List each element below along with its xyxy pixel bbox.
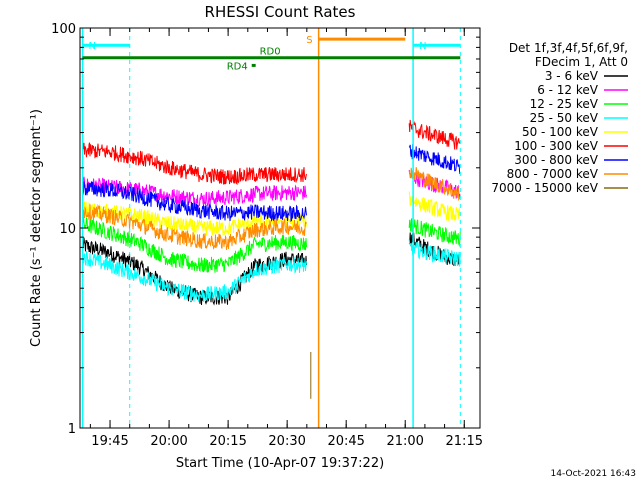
series-line-7-0 [82, 203, 307, 250]
series-line-7-1 [408, 167, 461, 202]
series-line-4-1 [408, 191, 461, 222]
series-line-2-0 [82, 216, 307, 274]
series-line-1-0 [82, 176, 307, 208]
y-tick-label-2: 100 [51, 22, 76, 37]
x-ticks: 19:45 20:00 20:15 20:30 20:45 21:00 21:15 [89, 28, 483, 449]
series-line-3-0 [82, 251, 307, 303]
legend-label-0: 3 - 6 keV [545, 69, 599, 83]
x-tick-label-0: 19:45 [91, 434, 128, 449]
legend-label-5: 100 - 300 keV [514, 139, 598, 153]
flag-label-0: N [88, 41, 95, 52]
timestamp: 14-Oct-2021 16:43 [551, 469, 636, 479]
legend-label-2: 12 - 25 keV [530, 97, 599, 111]
flag-label-3: RD0 [260, 47, 281, 58]
x-axis-label: Start Time (10-Apr-07 19:37:22) [176, 456, 384, 471]
series-line-6-1 [408, 144, 461, 174]
x-tick-label-3: 20:30 [268, 434, 305, 449]
chart-title: RHESSI Count Rates [205, 3, 356, 21]
x-tick-label-5: 21:00 [386, 434, 423, 449]
legend-label-4: 50 - 100 keV [522, 125, 599, 139]
series-line-4-0 [82, 201, 307, 237]
flag-label-1: N [419, 41, 426, 52]
series-layer [82, 119, 461, 399]
series-line-5-1 [408, 119, 461, 150]
x-tick-label-2: 20:15 [209, 434, 246, 449]
flag-label-2: S [306, 35, 312, 46]
x-tick-label-6: 21:15 [446, 434, 483, 449]
flag-label-4: RD4 [227, 61, 248, 72]
y-axis-label: Count Rate (s⁻¹ detector segment⁻¹) [29, 109, 44, 347]
legend-label-3: 25 - 50 keV [530, 111, 599, 125]
legend-label-6: 300 - 800 keV [514, 153, 598, 167]
series-line-1-1 [408, 169, 461, 200]
series-line-3-1 [408, 239, 461, 267]
legend-label-1: 6 - 12 keV [537, 83, 599, 97]
legend-label-8: 7000 - 15000 keV [491, 181, 598, 195]
y-ticks: 1 10 100 [51, 22, 480, 437]
legend-label-7: 800 - 7000 keV [507, 167, 599, 181]
x-tick-label-1: 20:00 [150, 434, 187, 449]
series-line-2-1 [408, 218, 461, 247]
legend-header-line-2: FDecim 1, Att 0 [535, 55, 628, 69]
y-tick-label-1: 10 [59, 222, 76, 237]
x-tick-label-4: 20:45 [327, 434, 364, 449]
legend-header-line-1: Det 1f,3f,4f,5f,6f,9f, [509, 41, 628, 55]
y-tick-label-0: 1 [68, 422, 76, 437]
series-line-6-0 [82, 180, 307, 223]
series-line-5-0 [82, 142, 307, 186]
